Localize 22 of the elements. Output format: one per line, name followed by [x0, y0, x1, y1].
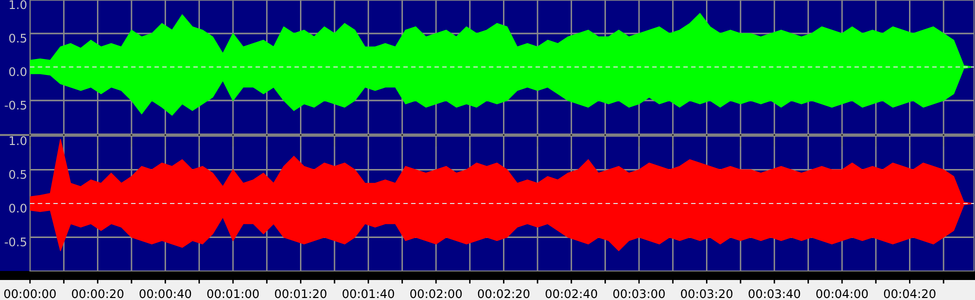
x-tick-label: 00:03:20 [680, 289, 732, 298]
x-tick-label: 00:01:20 [274, 289, 326, 298]
y-tick-label: 1.0 [10, 0, 26, 10]
x-tick-label: 00:00:00 [4, 289, 56, 298]
x-tick-label: 00:02:00 [410, 289, 462, 298]
x-tick-label: 00:00:20 [72, 289, 124, 298]
x-tick-label: 00:02:20 [478, 289, 530, 298]
y-tick-label: -0.5 [4, 100, 26, 110]
y-tick-label: 0.0 [9, 204, 26, 213]
y-tick-label: -0.5 [4, 237, 26, 246]
x-tick-label: 00:04:00 [816, 289, 868, 298]
x-tick-label: 00:01:40 [342, 289, 394, 298]
y-tick-label: 1.0 [10, 136, 26, 146]
x-tick-label: 00:03:40 [748, 289, 800, 298]
x-tick-label: 00:02:40 [546, 289, 598, 298]
x-tick-label: 00:01:00 [207, 289, 259, 298]
x-tick-label: 00:03:00 [613, 289, 665, 298]
y-tick-label: 0.0 [9, 67, 26, 76]
y-tick-label: 0.5 [9, 34, 26, 43]
x-tick-label: 00:04:20 [884, 289, 936, 298]
x-tick-label: 00:00:40 [140, 289, 192, 298]
y-tick-label: 0.5 [9, 170, 26, 179]
